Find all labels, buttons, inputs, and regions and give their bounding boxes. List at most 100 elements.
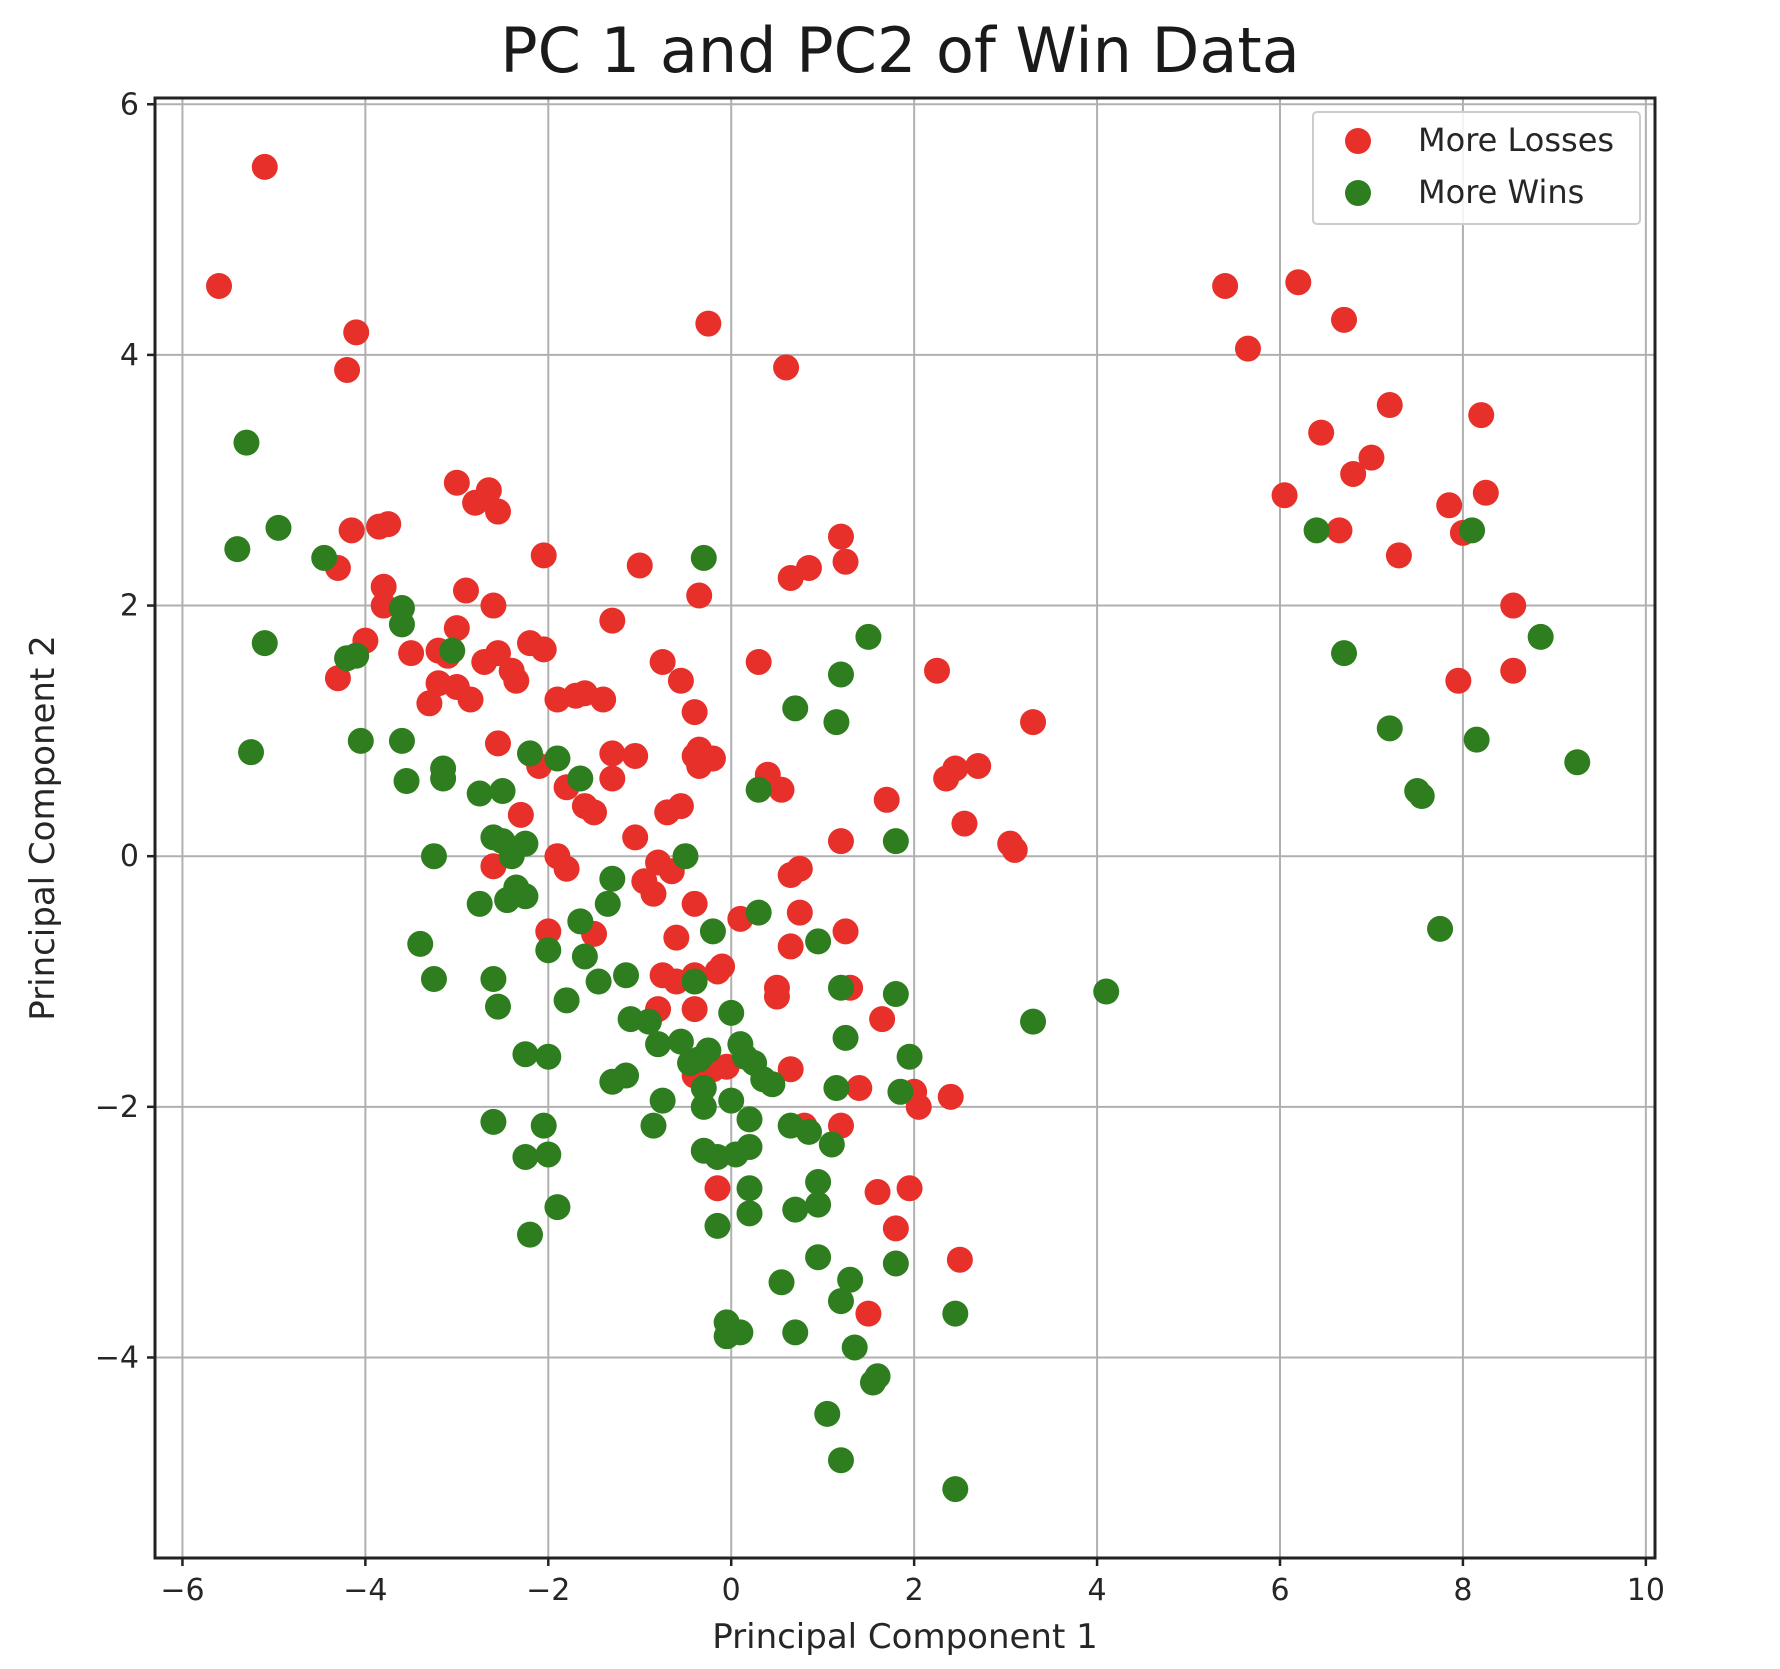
point-more-wins <box>745 899 772 926</box>
point-more-losses <box>1020 709 1047 736</box>
point-more-wins <box>544 1194 571 1221</box>
point-more-wins <box>613 1062 640 1089</box>
point-more-losses <box>681 996 708 1023</box>
point-more-losses <box>686 752 713 779</box>
x-tick-label: 8 <box>1453 1573 1472 1608</box>
point-more-losses <box>882 1215 909 1242</box>
point-more-losses <box>777 1056 804 1083</box>
point-more-wins <box>727 1319 754 1346</box>
point-more-wins <box>553 987 580 1014</box>
point-more-wins <box>718 1087 745 1114</box>
point-more-losses <box>599 607 626 634</box>
point-more-wins <box>832 1024 859 1051</box>
point-more-wins <box>736 1175 763 1202</box>
point-more-losses <box>535 918 562 945</box>
point-more-losses <box>965 752 992 779</box>
point-more-wins <box>484 993 511 1020</box>
x-tick-label: 2 <box>905 1573 924 1608</box>
point-more-losses <box>686 582 713 609</box>
point-more-losses <box>530 636 557 663</box>
point-more-wins <box>827 974 854 1001</box>
point-more-losses <box>206 272 233 299</box>
x-tick-label: −2 <box>526 1573 570 1608</box>
x-tick-label: 6 <box>1270 1573 1289 1608</box>
x-tick-label: 0 <box>722 1573 741 1608</box>
point-more-wins <box>466 890 493 917</box>
point-more-losses <box>951 810 978 837</box>
point-more-wins <box>1376 715 1403 742</box>
point-more-wins <box>420 843 447 870</box>
point-more-losses <box>484 640 511 667</box>
point-more-wins <box>745 776 772 803</box>
point-more-losses <box>581 799 608 826</box>
point-more-losses <box>709 953 736 980</box>
point-more-losses <box>864 1179 891 1206</box>
point-more-wins <box>571 943 598 970</box>
point-more-losses <box>599 740 626 767</box>
point-more-wins <box>896 1043 923 1070</box>
point-more-losses <box>443 615 470 642</box>
point-more-losses <box>334 356 361 383</box>
point-more-losses <box>475 477 502 504</box>
legend-box <box>1312 111 1641 225</box>
point-more-wins <box>823 709 850 736</box>
point-more-losses <box>1500 592 1527 619</box>
point-more-losses <box>416 690 443 717</box>
y-tick-label: 4 <box>120 338 139 373</box>
point-more-wins <box>805 1169 832 1196</box>
point-more-wins <box>233 429 260 456</box>
point-more-losses <box>855 1300 882 1327</box>
point-more-wins <box>420 966 447 993</box>
point-more-wins <box>388 727 415 754</box>
point-more-wins <box>517 1221 543 1248</box>
point-more-losses <box>681 699 708 726</box>
point-more-losses <box>777 861 804 888</box>
point-more-wins <box>882 981 909 1008</box>
point-more-losses <box>590 686 617 713</box>
point-more-losses <box>1468 402 1495 429</box>
y-tick-label: 2 <box>120 589 139 624</box>
point-more-losses <box>763 983 790 1010</box>
point-more-losses <box>480 592 507 619</box>
point-more-wins <box>1020 1008 1047 1035</box>
point-more-wins <box>1303 517 1330 544</box>
point-more-wins <box>645 1031 672 1058</box>
point-more-losses <box>827 828 854 855</box>
point-more-losses <box>832 918 859 945</box>
point-more-wins <box>535 1141 562 1168</box>
point-more-wins <box>736 1106 763 1133</box>
grid-lines <box>155 98 1655 1558</box>
point-more-wins <box>640 1112 667 1139</box>
legend-marker-more-wins <box>1345 180 1371 206</box>
point-more-losses <box>1385 542 1412 569</box>
legend-label-more-losses: More Losses <box>1418 121 1614 159</box>
point-more-wins <box>567 908 594 935</box>
point-more-wins <box>882 828 909 855</box>
point-more-losses <box>1212 272 1239 299</box>
y-axis-label: Principal Component 2 <box>23 635 63 1021</box>
point-more-wins <box>782 695 809 722</box>
point-more-wins <box>251 630 278 657</box>
y-tick-label: 6 <box>120 87 139 122</box>
point-more-wins <box>530 1112 557 1139</box>
point-more-losses <box>484 498 511 525</box>
point-more-wins <box>681 968 708 995</box>
point-more-losses <box>622 742 649 769</box>
point-more-wins <box>1331 640 1358 667</box>
point-more-wins <box>512 883 539 910</box>
point-more-losses <box>1001 836 1028 863</box>
point-more-losses <box>663 924 690 951</box>
point-more-wins <box>480 1108 507 1135</box>
point-more-wins <box>1527 623 1554 650</box>
point-more-wins <box>480 966 507 993</box>
point-more-wins <box>827 1447 854 1474</box>
point-more-wins <box>599 865 626 892</box>
point-more-wins <box>782 1196 809 1223</box>
point-more-losses <box>1326 517 1353 544</box>
point-more-wins <box>649 1087 676 1114</box>
point-more-losses <box>654 799 681 826</box>
point-more-wins <box>942 1476 969 1503</box>
point-more-wins <box>265 514 292 541</box>
point-more-wins <box>667 1028 694 1055</box>
point-more-losses <box>681 890 708 917</box>
